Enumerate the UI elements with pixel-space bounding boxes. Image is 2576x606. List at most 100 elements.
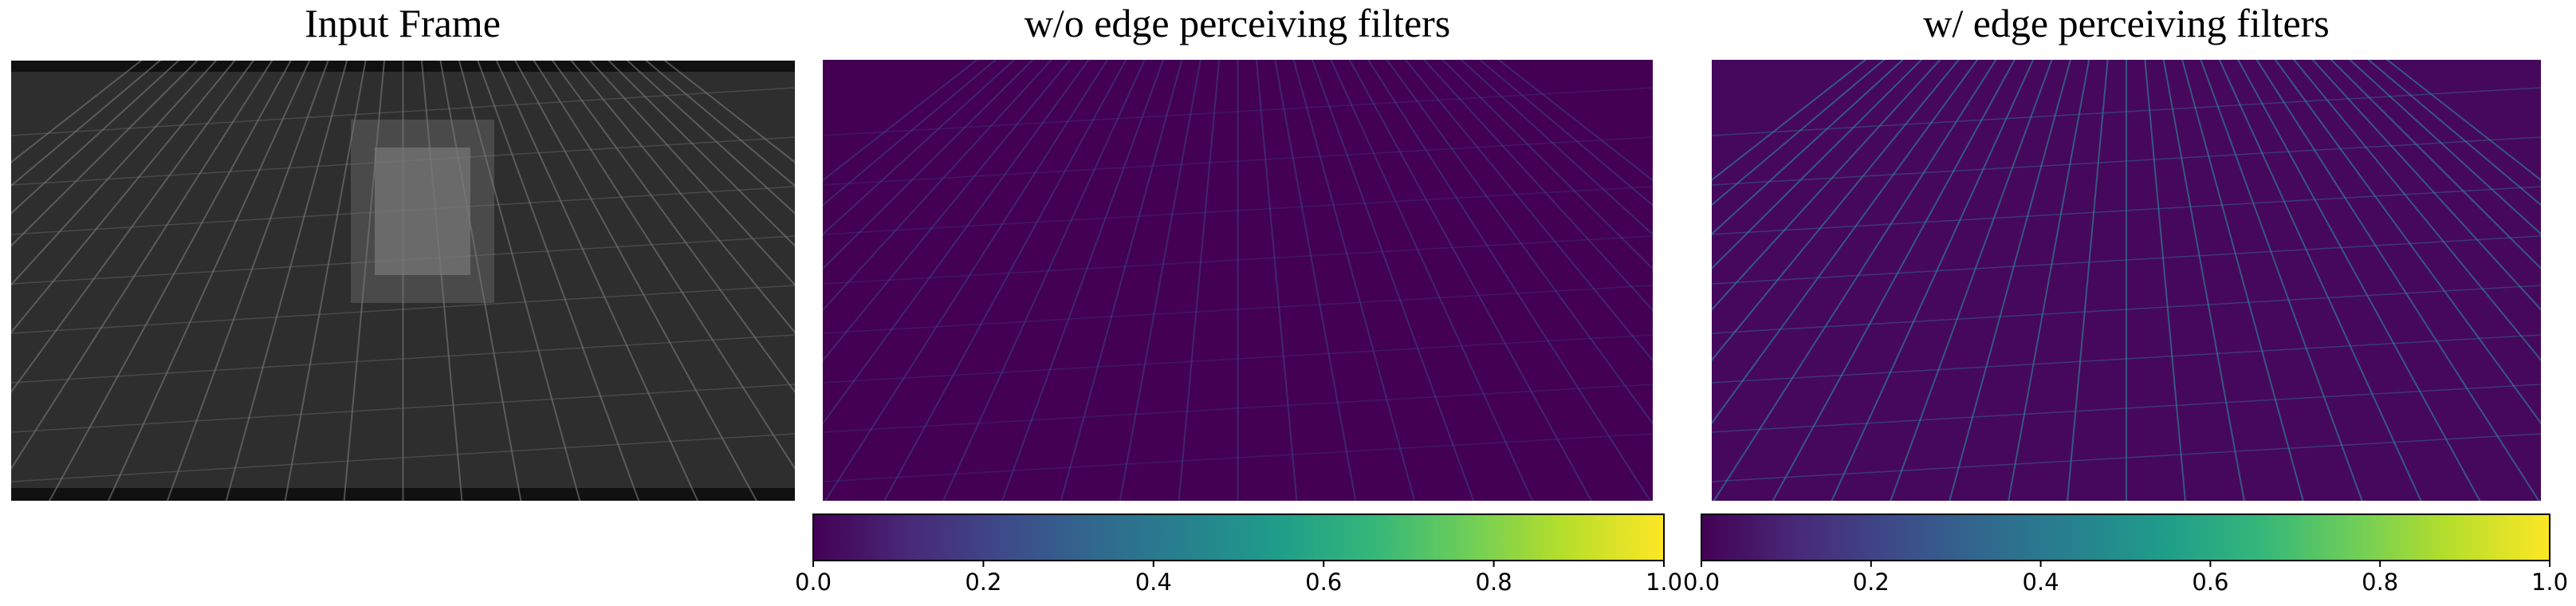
colorbar-tick-label: 0.0 (1683, 569, 1720, 596)
texture-line (1831, 60, 2035, 501)
texture-line (942, 60, 1146, 501)
texture-line (1712, 60, 1941, 311)
texture-line (2200, 60, 2363, 501)
texture-line (458, 61, 581, 501)
texture-line (570, 61, 795, 334)
texture-line (2008, 60, 2090, 501)
texture-line (1386, 60, 1653, 425)
texture-line (823, 60, 978, 182)
texture-line (11, 61, 236, 334)
texture-line (2311, 60, 2541, 311)
panel-title: w/o edge perceiving filters (1025, 1, 1451, 45)
panel-title: w/ edge perceiving filters (1923, 1, 2330, 45)
texture-line (2274, 60, 2541, 425)
texture-line (1460, 60, 1653, 236)
texture-line (1060, 60, 1183, 501)
colorbar-tick-label: 1.0 (2531, 569, 2568, 596)
texture-line (2218, 60, 2422, 501)
texture-line (11, 87, 795, 136)
texture-line (2255, 60, 2540, 501)
texture-line (11, 136, 795, 186)
texture-line (1441, 60, 1653, 270)
colorbar-tick-label: 0.4 (1135, 569, 1172, 596)
texture-line (823, 384, 1653, 433)
texture-line (823, 136, 1653, 186)
texture-line (1713, 60, 1997, 501)
colorbar-tick-label: 0.6 (2192, 569, 2228, 596)
texture-line (1712, 60, 1905, 235)
texture-line (11, 186, 795, 235)
texture-line (823, 433, 1653, 482)
heatmap-a (823, 60, 1653, 501)
texture-line (823, 60, 1053, 312)
texture-line (1119, 60, 1201, 501)
texture-line (823, 60, 1072, 362)
texture-line (11, 61, 199, 247)
texture-line (823, 60, 997, 207)
texture-line (11, 61, 162, 187)
colorbar-tick-label: 0.0 (795, 569, 832, 596)
texture-line (1712, 60, 1867, 181)
texture-line (107, 61, 311, 501)
texture-line (644, 61, 795, 187)
texture-line (588, 61, 795, 286)
texture-line (343, 61, 386, 501)
texture-line (823, 285, 1653, 334)
texture-line (2348, 60, 2541, 235)
colorbar-tick-label: 0.6 (1305, 569, 1342, 596)
texture-line (533, 61, 795, 470)
colorbar (1701, 514, 2550, 561)
texture-line (11, 235, 795, 285)
texture-line (2067, 60, 2109, 501)
texture-line (11, 384, 795, 433)
texture-line (420, 61, 463, 501)
texture-line (284, 61, 367, 501)
texture-line (439, 61, 522, 501)
texture-line (1367, 60, 1652, 501)
colorbar-tick-label: 0.2 (965, 569, 1001, 596)
texture-line (1712, 87, 2541, 136)
texture-line (823, 60, 1016, 236)
texture-line (608, 61, 795, 247)
texture-line (2162, 60, 2245, 501)
texture-line (1712, 60, 1886, 207)
texture-line (1712, 136, 2541, 186)
texture-line (824, 60, 1109, 501)
texture-line (823, 60, 1034, 270)
texture-line (11, 61, 273, 470)
texture-line (1422, 60, 1653, 312)
texture-line (1404, 60, 1653, 362)
texture-line (11, 334, 795, 384)
texture-line (823, 235, 1653, 285)
texture-line (551, 61, 795, 394)
texture-line (1712, 60, 1923, 270)
texture-line (1178, 60, 1221, 501)
texture-line (11, 433, 795, 482)
texture-line (626, 61, 795, 214)
texture-line (823, 186, 1653, 235)
texture-line (1348, 60, 1593, 501)
image-detail (375, 148, 470, 275)
texture-line (1712, 60, 1979, 425)
texture-line (2237, 60, 2481, 501)
texture-line (48, 61, 292, 501)
texture-line (2367, 60, 2541, 207)
texture-line (663, 61, 795, 163)
texture-line (477, 61, 640, 501)
texture-line (1772, 60, 2016, 501)
texture-line (1001, 60, 1165, 501)
texture-line (883, 60, 1127, 501)
texture-line (1712, 334, 2541, 384)
texture-line (2330, 60, 2541, 270)
colorbar (812, 514, 1665, 561)
texture-line (11, 61, 180, 214)
texture-line (2293, 60, 2541, 362)
colorbar-tick-label: 0.4 (2023, 569, 2059, 596)
texture-line (1712, 285, 2541, 334)
texture-line (2181, 60, 2304, 501)
texture-line (1890, 60, 2053, 501)
colorbar-tick-label: 0.2 (1853, 569, 1890, 596)
texture-line (166, 61, 329, 501)
texture-line (11, 61, 255, 394)
texture-line (823, 334, 1653, 384)
